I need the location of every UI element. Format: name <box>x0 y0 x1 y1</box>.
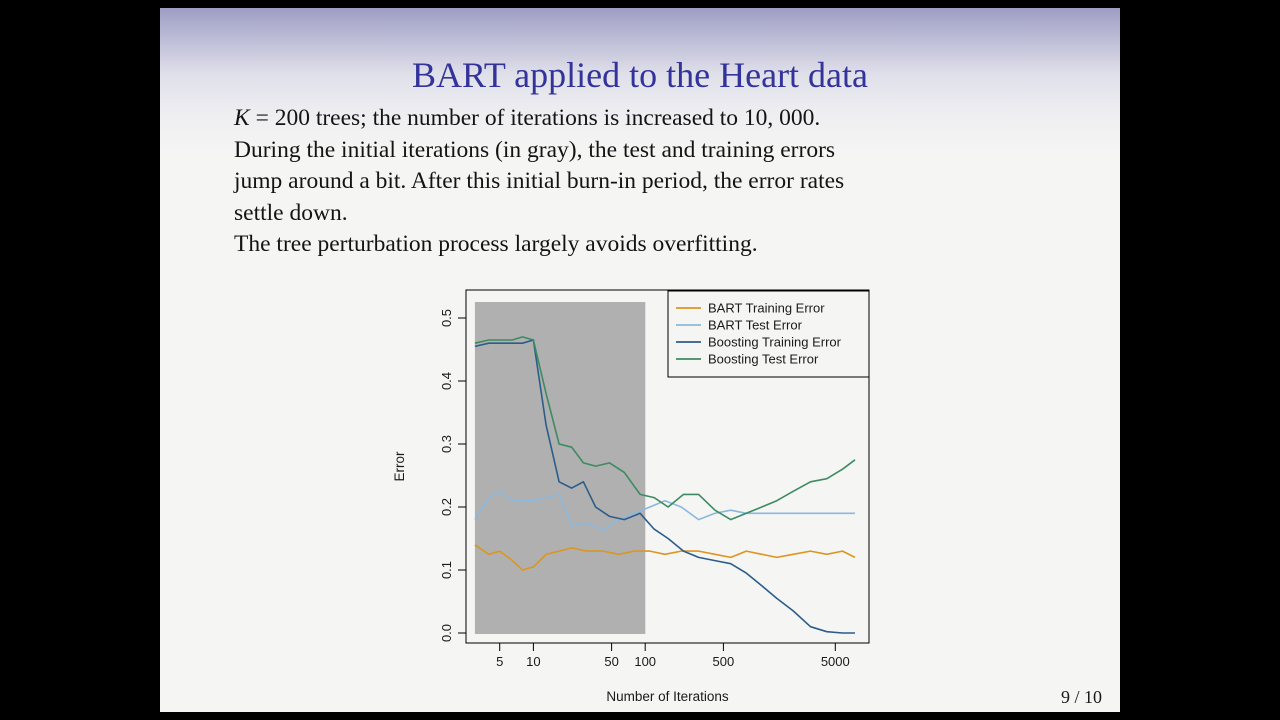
series-line-2 <box>474 339 855 634</box>
page-number: 9 / 10 <box>1060 687 1102 707</box>
body-line: jump around a bit. After this initial bu… <box>234 168 845 195</box>
plot-box <box>465 289 870 644</box>
y-tick-label: 0.0 <box>439 624 454 642</box>
slide-title: BART applied to the Heart data <box>411 55 869 95</box>
slide: BART applied to the Heart data K = 200 t… <box>160 8 1120 712</box>
x-axis-label: Number of Iterations <box>606 689 729 704</box>
y-tick-label: 0.2 <box>439 498 454 516</box>
x-tick-label: 500 <box>713 654 735 669</box>
series-line-1 <box>474 490 855 532</box>
body-line: settle down. <box>234 199 348 226</box>
x-tick-label: 5 <box>496 654 503 669</box>
error-chart: 5 10 50 100 500 5000 0.0 0.1 0.2 0.3 0.4 0.5 Number … <box>390 285 880 715</box>
body-line: K = 200 trees; the number of iterations … <box>234 105 821 131</box>
legend-box <box>667 290 870 378</box>
legend-label: BART Training Error <box>708 301 825 316</box>
legend-label: Boosting Test Error <box>708 352 819 367</box>
legend-label: BART Test Error <box>708 318 803 333</box>
y-tick-label: 0.1 <box>439 561 454 579</box>
y-tick-label: 0.5 <box>439 309 454 327</box>
body-line: During the initial iterations (in gray),… <box>234 136 836 163</box>
series-line-3 <box>474 336 856 521</box>
x-tick-label: 5000 <box>821 654 850 669</box>
burn-in-region <box>474 302 646 634</box>
error-chart-svg: 5 10 50 100 500 5000 0.0 0.1 0.2 0.3 0.4 0.5 Number … <box>392 289 870 704</box>
body-line: The tree perturbation process largely av… <box>234 231 758 258</box>
y-tick-label: 0.4 <box>439 372 454 390</box>
series-line-0 <box>474 544 856 571</box>
legend-label: Boosting Training Error <box>708 335 842 350</box>
x-tick-label: 100 <box>634 654 656 669</box>
slide-body-text: K = 200 trees; the number of iterations … <box>234 103 1044 261</box>
y-tick-label: 0.3 <box>439 435 454 453</box>
x-tick-label: 10 <box>526 654 540 669</box>
y-axis-label: Error <box>392 451 407 482</box>
x-tick-label: 50 <box>604 654 618 669</box>
